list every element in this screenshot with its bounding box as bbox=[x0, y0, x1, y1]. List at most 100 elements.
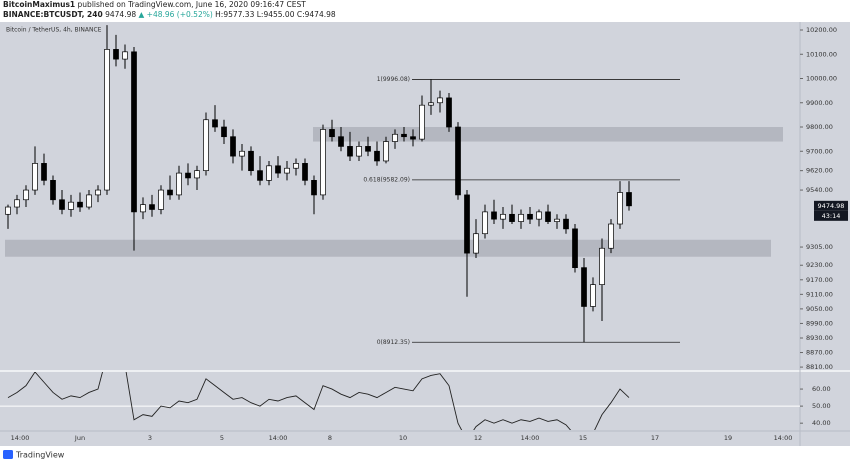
candle-body bbox=[68, 201, 74, 210]
x-tick-label: 12 bbox=[474, 434, 482, 442]
candle-body bbox=[122, 51, 128, 60]
logo-icon bbox=[3, 450, 13, 459]
candle-body bbox=[428, 102, 434, 106]
candle-body bbox=[608, 223, 614, 249]
candle-body bbox=[230, 136, 236, 157]
candle-body bbox=[212, 119, 218, 128]
candle-body bbox=[392, 133, 398, 142]
x-tick-label: Jun bbox=[74, 434, 85, 442]
x-tick-label: 14:00 bbox=[774, 434, 793, 442]
y-tick-label: 9800.00 bbox=[806, 123, 833, 131]
candle-body bbox=[140, 204, 146, 213]
y-tick-label: 9110.00 bbox=[806, 290, 833, 298]
y-tick-label: 8930.00 bbox=[806, 334, 833, 342]
candle-body bbox=[158, 189, 164, 210]
candle-body bbox=[482, 211, 488, 235]
high: H:9577.33 bbox=[215, 10, 254, 19]
candle-body bbox=[113, 49, 119, 60]
y-tick-label: 50.00 bbox=[812, 402, 831, 410]
x-tick-label: 17 bbox=[651, 434, 659, 442]
candle-body bbox=[410, 136, 416, 140]
y-tick-label: 10000.00 bbox=[806, 75, 837, 83]
candle-body bbox=[311, 180, 317, 196]
candle-body bbox=[374, 150, 380, 162]
candle-body bbox=[104, 49, 110, 191]
fib-label: 0.618(9582.09) bbox=[363, 176, 410, 183]
pane-title: Bitcoin / TetherUS, 4h, BINANCE bbox=[6, 27, 102, 34]
y-tick-label: 60.00 bbox=[812, 385, 831, 393]
y-tick-label: 10200.00 bbox=[806, 26, 837, 34]
candle-body bbox=[248, 150, 254, 172]
zone bbox=[313, 127, 783, 142]
candle-body bbox=[527, 213, 533, 220]
y-tick-label: 9170.00 bbox=[806, 276, 833, 284]
candle-body bbox=[590, 284, 596, 307]
candle-body bbox=[626, 192, 632, 207]
candle-body bbox=[266, 165, 272, 181]
candle-body bbox=[239, 150, 245, 157]
last: 9474.98 bbox=[105, 10, 136, 19]
candle-body bbox=[500, 213, 506, 220]
y-tick-label: 9050.00 bbox=[806, 305, 833, 313]
candle-body bbox=[365, 146, 371, 152]
y-tick-label: 9700.00 bbox=[806, 147, 833, 155]
candle-body bbox=[86, 194, 92, 208]
candle-body bbox=[545, 211, 551, 222]
candle-body bbox=[581, 267, 587, 307]
x-tick-label: 19 bbox=[724, 434, 732, 442]
candle-body bbox=[563, 218, 569, 230]
candle-body bbox=[167, 189, 173, 196]
candle-body bbox=[338, 136, 344, 147]
candle-body bbox=[41, 163, 47, 181]
x-tick-label: 10 bbox=[399, 434, 407, 442]
candle-body bbox=[419, 104, 425, 140]
candle-body bbox=[23, 189, 29, 201]
candle-body bbox=[329, 129, 335, 138]
candle-body bbox=[257, 170, 263, 181]
y-tick-label: 8870.00 bbox=[806, 349, 833, 357]
header-line: BINANCE:BTCUSDT, 240 9474.98 ▲ +48.96 (+… bbox=[3, 10, 336, 19]
zone bbox=[5, 239, 771, 257]
x-tick-label: 8 bbox=[328, 434, 332, 442]
y-tick-label: 8810.00 bbox=[806, 363, 833, 371]
fib-label: 1(9996.08) bbox=[377, 76, 410, 83]
candle-body bbox=[536, 211, 542, 220]
candle-body bbox=[347, 146, 353, 157]
author: BitcoinMaximus1 bbox=[3, 0, 75, 9]
header-line: BitcoinMaximus1 published on TradingView… bbox=[3, 0, 306, 9]
candle-body bbox=[356, 146, 362, 157]
candle-body bbox=[185, 172, 191, 179]
candle-body bbox=[32, 163, 38, 191]
y-tick-label: 8990.00 bbox=[806, 319, 833, 327]
x-tick-label: 15 bbox=[579, 434, 587, 442]
fib-label: 0(8912.35) bbox=[377, 339, 410, 346]
brand: TradingView bbox=[15, 451, 65, 460]
candle-body bbox=[275, 165, 281, 174]
y-tick-label: 9305.00 bbox=[806, 243, 833, 251]
candle-body bbox=[131, 51, 137, 213]
candle-body bbox=[437, 97, 443, 104]
rsi-line bbox=[7, 372, 630, 430]
symbol: BINANCE:BTCUSDT, 240 bbox=[3, 10, 103, 19]
countdown-label: 43:14 bbox=[822, 212, 841, 220]
candle-body bbox=[5, 206, 11, 215]
logo bbox=[3, 450, 13, 459]
candle-body bbox=[77, 201, 83, 208]
candle-body bbox=[473, 233, 479, 254]
candle-body bbox=[284, 167, 290, 174]
chart-background bbox=[0, 22, 850, 446]
candle-body bbox=[59, 199, 65, 210]
y-tick-label: 9900.00 bbox=[806, 99, 833, 107]
x-tick-label: 5 bbox=[220, 434, 224, 442]
published: published on TradingView.com, June 16, 2… bbox=[78, 0, 307, 9]
candle-body bbox=[293, 163, 299, 169]
low: L:9455.00 bbox=[257, 10, 295, 19]
close: C:9474.98 bbox=[297, 10, 336, 19]
y-tick-label: 40.00 bbox=[812, 419, 831, 427]
candle-body bbox=[554, 218, 560, 222]
candle-body bbox=[455, 126, 461, 196]
candle-body bbox=[194, 170, 200, 179]
candle-body bbox=[383, 141, 389, 162]
candle-body bbox=[14, 199, 20, 208]
